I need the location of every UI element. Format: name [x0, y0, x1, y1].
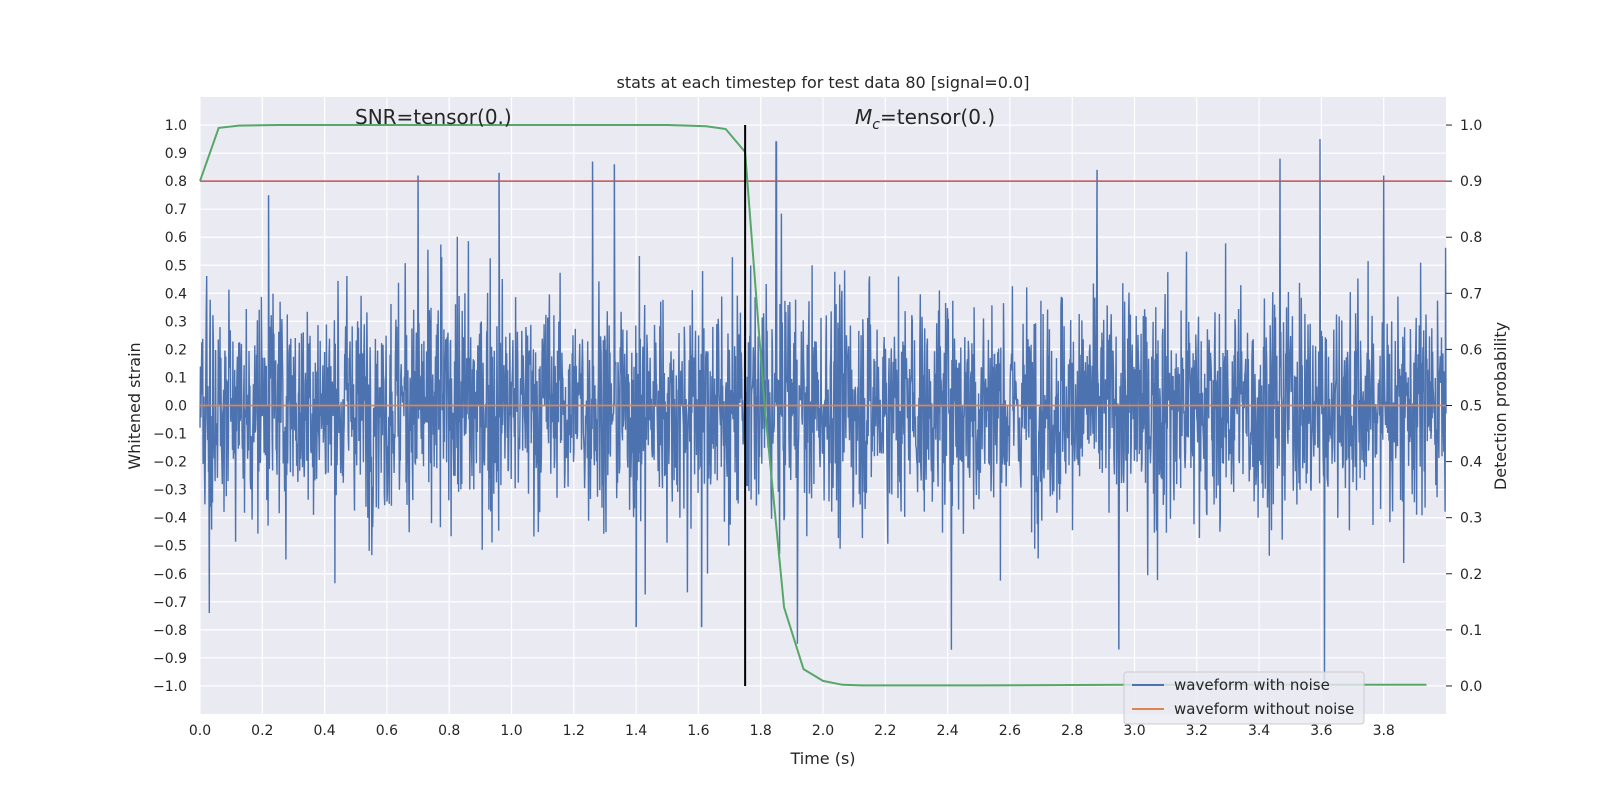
- y2-tick-label: 0.5: [1460, 399, 1482, 415]
- y-tick-label: 0.3: [165, 314, 187, 330]
- y2-tick-label: 0.1: [1460, 623, 1482, 639]
- y-axis-ticks: 1.0 0.9 0.8 0.7 0.6 0.5 0.4 0.3 0.2 0.1 0.0 −0.1 −0.…: [153, 118, 187, 695]
- mc-value: =tensor(0.): [880, 105, 995, 129]
- y2-tick-label: 0.8: [1460, 230, 1482, 246]
- y-tick-label: 1.0: [165, 118, 187, 134]
- x-tick-label: 0.6: [376, 723, 398, 739]
- x-tick-label: 0.8: [438, 723, 460, 739]
- y-tick-label: −1.0: [153, 679, 187, 695]
- x-tick-label: 3.8: [1373, 723, 1395, 739]
- mc-symbol: M: [855, 105, 872, 129]
- x-tick-label: 3.6: [1310, 723, 1332, 739]
- x-tick-label: 0.0: [189, 723, 211, 739]
- chart-title: stats at each timestep for test data 80 …: [617, 73, 1030, 92]
- y2-tick-label: 0.3: [1460, 511, 1482, 527]
- mc-annotation: Mc=tensor(0.): [855, 105, 995, 133]
- y-tick-label: 0.8: [165, 174, 187, 190]
- x-tick-label: 1.6: [687, 723, 709, 739]
- y-tick-label: 0.0: [165, 399, 187, 415]
- x-tick-label: 0.2: [251, 723, 273, 739]
- x-tick-label: 2.4: [936, 723, 958, 739]
- x-tick-label: 3.0: [1123, 723, 1145, 739]
- y2-tick-label: 0.0: [1460, 679, 1482, 695]
- y2-tick-label: 0.6: [1460, 342, 1482, 358]
- y-axis-label: Whitened strain: [125, 342, 144, 469]
- y-tick-label: 0.5: [165, 258, 187, 274]
- y-tick-label: −0.1: [153, 427, 187, 443]
- y2-tick-label: 1.0: [1460, 118, 1482, 134]
- legend-label-noise: waveform with noise: [1174, 676, 1330, 694]
- x-tick-label: 2.2: [874, 723, 896, 739]
- y2-tick-label: 0.4: [1460, 455, 1482, 471]
- y-tick-label: 0.1: [165, 370, 187, 386]
- chart-lines: [199, 124, 1446, 687]
- x-axis-label: Time (s): [789, 749, 855, 768]
- y-tick-label: −0.8: [153, 623, 187, 639]
- noise-waveform-area: [199, 139, 1447, 681]
- y-tick-label: −0.4: [153, 511, 187, 527]
- y2-tick-label: 0.9: [1460, 174, 1482, 190]
- y-tick-label: 0.7: [165, 202, 187, 218]
- y-tick-label: 0.9: [165, 146, 187, 162]
- series-detection-probability: [199, 124, 1427, 687]
- y-tick-label: −0.3: [153, 483, 187, 499]
- x-tick-label: 2.8: [1061, 723, 1083, 739]
- x-tick-label: 3.2: [1186, 723, 1208, 739]
- legend-label-clean: waveform without noise: [1174, 700, 1354, 718]
- x-tick-label: 1.2: [563, 723, 585, 739]
- snr-annotation: SNR=tensor(0.): [355, 105, 512, 129]
- y-tick-label: −0.9: [153, 651, 187, 667]
- y-tick-label: 0.6: [165, 230, 187, 246]
- y-tick-label: −0.7: [153, 595, 187, 611]
- x-axis-ticks: 0.0 0.2 0.4 0.6 0.8 1.0 1.2 1.4 1.6 1.8 2.0 2.2 2.4 2…: [189, 723, 1395, 739]
- mc-subscript: c: [872, 117, 880, 133]
- y2-axis-ticks: 1.0 0.9 0.8 0.7 0.6 0.5 0.4 0.3 0.2 0.1 0.0: [1446, 118, 1482, 695]
- y2-tick-label: 0.2: [1460, 567, 1482, 583]
- y-tick-label: −0.2: [153, 455, 187, 471]
- legend: waveform with noise waveform without noi…: [1123, 671, 1365, 725]
- x-tick-label: 1.8: [750, 723, 772, 739]
- x-tick-label: 1.4: [625, 723, 647, 739]
- y2-axis-label: Detection probability: [1491, 322, 1510, 490]
- y2-tick-label: 0.7: [1460, 286, 1482, 302]
- x-tick-label: 2.0: [812, 723, 834, 739]
- y-tick-label: 0.4: [165, 286, 187, 302]
- y-tick-label: −0.6: [153, 567, 187, 583]
- x-tick-label: 3.4: [1248, 723, 1270, 739]
- series-waveform-with-noise: [199, 139, 1447, 681]
- x-tick-label: 1.0: [500, 723, 522, 739]
- x-tick-label: 2.6: [999, 723, 1021, 739]
- y-tick-label: −0.5: [153, 539, 187, 555]
- legend-box: [1123, 671, 1365, 725]
- y-tick-label: 0.2: [165, 342, 187, 358]
- x-tick-label: 0.4: [313, 723, 335, 739]
